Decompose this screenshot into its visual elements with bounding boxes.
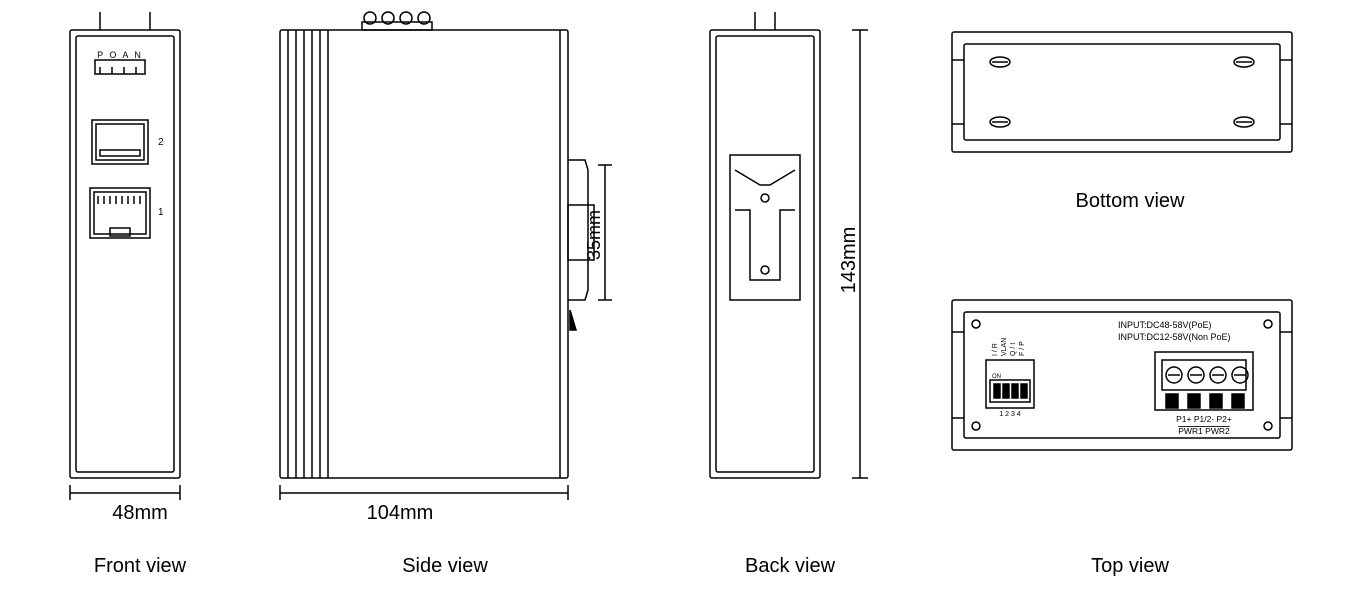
- bottom-view-caption: Bottom view: [935, 190, 1325, 213]
- dip-on: ON: [992, 374, 1001, 380]
- technical-drawing-page: { "stroke":"#000000", "bg":"#ffffff", "f…: [0, 0, 1366, 597]
- side-view-drawing: 35mm: [270, 10, 620, 500]
- back-view-column: 143mm Back view: [660, 0, 920, 597]
- pin-labels: P1+ P1/2- P2+: [1176, 414, 1232, 424]
- dip-label-2: VLAN: [1001, 338, 1008, 356]
- top-view-drawing: I / R VLAN Q / I F / P ON 1 2 3 4 INPUT:…: [950, 290, 1310, 470]
- back-view-drawing: 143mm: [660, 10, 920, 500]
- side-view-column: 35mm 104mm Side view: [270, 0, 620, 597]
- pwr-labels: PWR1 PWR2: [1178, 426, 1230, 436]
- dip-label-3: Q / I: [1010, 343, 1017, 356]
- side-depth-dim: 104mm: [240, 502, 560, 525]
- right-column: Bottom view: [935, 0, 1325, 597]
- height-dim: 143mm: [838, 227, 860, 294]
- dip-label-1: I / R: [992, 343, 999, 356]
- back-view-caption: Back view: [660, 555, 920, 578]
- front-width-dim: 48mm: [40, 502, 240, 525]
- side-view-caption: Side view: [270, 555, 620, 578]
- front-view-caption: Front view: [40, 555, 240, 578]
- port2-number: 2: [158, 137, 164, 148]
- front-view-column: P O A N 2 1 48mm Front view: [40, 0, 240, 597]
- dip-label-4: F / P: [1019, 341, 1026, 356]
- clip-dim: 35mm: [584, 210, 604, 260]
- input-line-2: INPUT:DC12-58V(Non PoE): [1118, 332, 1231, 342]
- input-line-1: INPUT:DC48-58V(PoE): [1118, 320, 1212, 330]
- port1-number: 1: [158, 207, 164, 218]
- led-label: P O A N: [97, 50, 143, 60]
- bottom-view-drawing: [950, 22, 1310, 172]
- dip-nums: 1 2 3 4: [999, 411, 1021, 418]
- top-view-caption: Top view: [935, 555, 1325, 578]
- front-view-drawing: P O A N 2 1: [40, 10, 240, 500]
